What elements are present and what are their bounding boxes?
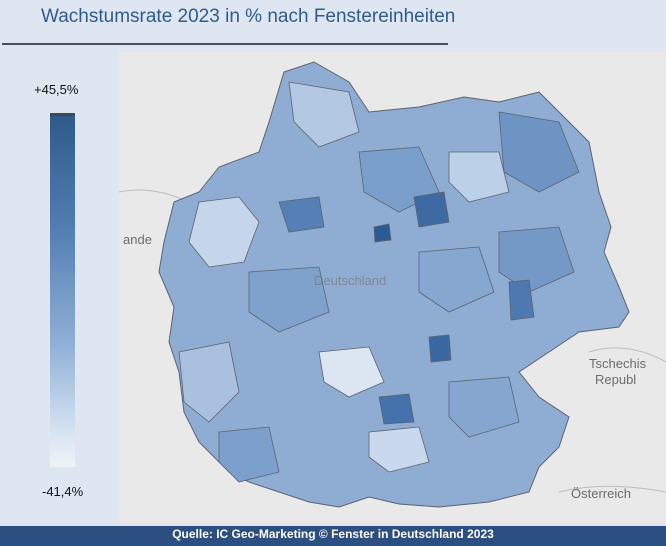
border-line	[588, 347, 666, 363]
map-region[interactable]	[448, 376, 520, 438]
map-region[interactable]	[508, 279, 535, 321]
map-label-center: Deutschland	[314, 273, 386, 288]
footer-bar: Quelle: IC Geo-Marketing © Fenster in De…	[0, 526, 666, 546]
legend-max-label: +45,5%	[34, 82, 79, 97]
map-label-austria: Österreich	[571, 486, 631, 501]
map-region[interactable]	[248, 266, 330, 333]
border-line	[558, 485, 666, 493]
map-region[interactable]	[448, 151, 510, 203]
choropleth-map[interactable]: ande Deutschland Tschechis Republ Österr…	[119, 52, 666, 523]
map-region[interactable]	[418, 246, 495, 313]
source-credit: Quelle: IC Geo-Marketing © Fenster in De…	[172, 527, 494, 541]
map-region[interactable]	[428, 334, 452, 363]
map-region[interactable]	[413, 191, 450, 228]
map-region[interactable]	[188, 196, 260, 268]
map-label-czech-2: Republ	[595, 372, 636, 387]
map-region[interactable]	[378, 393, 415, 425]
map-region[interactable]	[373, 223, 392, 243]
map-label-west: ande	[123, 232, 152, 247]
map-region[interactable]	[288, 81, 360, 148]
legend-color-scale	[50, 113, 75, 467]
map-region[interactable]	[178, 341, 240, 423]
page-title: Wachstumsrate 2023 in % nach Fenstereinh…	[41, 6, 456, 27]
map-region[interactable]	[218, 426, 280, 483]
map-label-czech-1: Tschechis	[589, 356, 647, 371]
map-region[interactable]	[278, 196, 325, 233]
map-region[interactable]	[498, 226, 575, 293]
legend-min-label: -41,4%	[42, 484, 84, 499]
map-region[interactable]	[498, 111, 580, 193]
map-region[interactable]	[368, 426, 430, 473]
map-canvas: ande Deutschland Tschechis Republ Österr…	[119, 52, 666, 523]
title-divider	[2, 43, 448, 45]
map-region[interactable]	[318, 346, 385, 398]
